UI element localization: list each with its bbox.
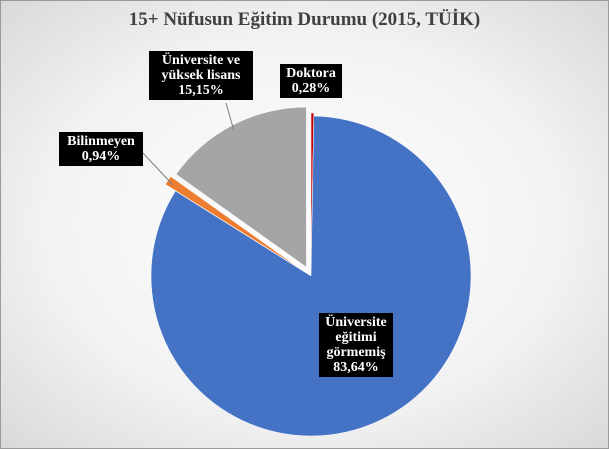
data-label: Üniversite ve yüksek lisans 15,15% [149,51,253,100]
label-name: Bilinmeyen [67,134,135,149]
data-label: Üniversite eğitimi görmemiş 83,64% [319,313,393,377]
data-label: Doktora 0,28% [280,64,342,98]
label-value: 15,15% [178,83,224,98]
pie-slice [175,106,307,268]
label-name: Doktora [286,66,336,81]
chart-title: 15+ Nüfusun Eğitim Durumu (2015, TÜİK) [128,9,481,30]
leader-line [140,150,174,186]
leader-line [225,102,235,132]
label-value: 0,28% [291,81,331,96]
label-name: Üniversite ve yüksek lisans [161,53,241,83]
label-name: Üniversite eğitimi görmemiş [325,315,387,360]
label-value: 83,64% [333,360,379,375]
label-value: 0,94% [81,149,121,164]
data-label: Bilinmeyen 0,94% [59,132,143,166]
